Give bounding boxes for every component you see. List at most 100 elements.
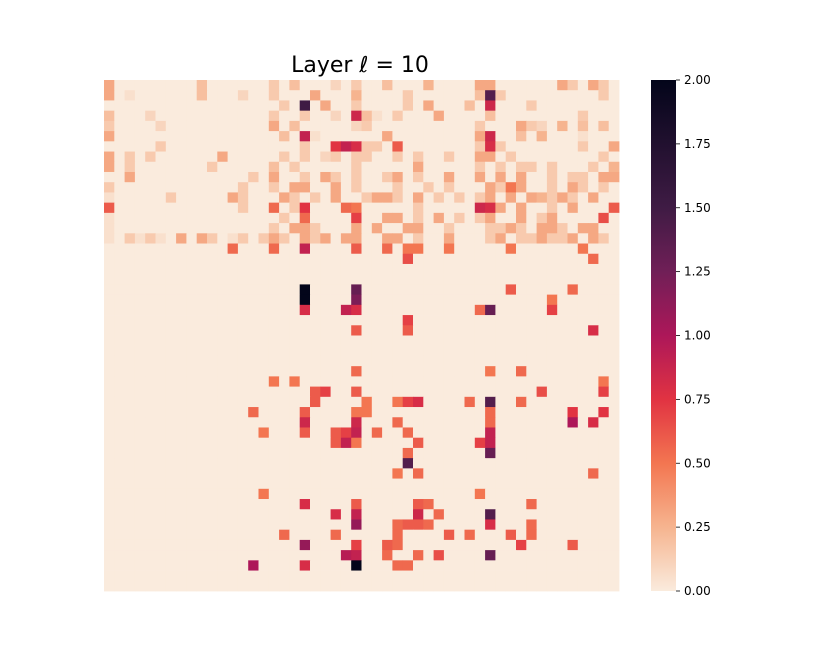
heatmap-cell xyxy=(505,447,517,459)
heatmap-cell xyxy=(289,110,301,122)
heatmap-cell xyxy=(145,386,156,398)
heatmap-cell xyxy=(104,335,115,347)
heatmap-cell xyxy=(516,550,527,561)
heatmap-cell xyxy=(495,151,507,163)
heatmap-cell xyxy=(485,171,496,183)
heatmap-cell xyxy=(392,478,404,490)
heatmap-cell xyxy=(145,407,156,418)
heatmap-cell xyxy=(536,212,548,224)
heatmap-cell xyxy=(237,417,249,428)
heatmap-cell xyxy=(577,263,589,275)
heatmap-cell xyxy=(258,458,270,469)
heatmap-cell xyxy=(546,509,558,520)
heatmap-cell xyxy=(227,90,239,101)
heatmap-cell xyxy=(248,233,259,244)
heatmap-cell xyxy=(330,315,342,326)
heatmap-cell xyxy=(443,315,455,326)
heatmap-cell xyxy=(516,294,527,306)
heatmap-cell xyxy=(340,171,352,183)
heatmap-cell xyxy=(227,488,239,500)
heatmap-cell xyxy=(268,161,280,173)
heatmap-cell xyxy=(382,427,393,439)
heatmap-cell xyxy=(567,355,579,367)
heatmap-cell xyxy=(268,499,280,510)
heatmap-cell xyxy=(299,427,311,439)
heatmap-cell xyxy=(454,550,465,561)
heatmap-cell xyxy=(165,233,177,244)
heatmap-cell xyxy=(588,171,599,183)
heatmap-cell xyxy=(402,386,414,398)
heatmap-cell xyxy=(340,499,352,510)
heatmap-cell xyxy=(268,427,280,439)
heatmap-cell xyxy=(382,223,393,234)
heatmap-cell xyxy=(454,366,465,377)
heatmap-cell xyxy=(577,131,589,142)
heatmap-cell xyxy=(382,212,393,224)
heatmap-cell xyxy=(526,499,537,510)
heatmap-cell xyxy=(423,161,434,173)
heatmap-cell xyxy=(310,355,321,367)
heatmap-cell xyxy=(155,325,167,336)
heatmap-cell xyxy=(248,315,259,326)
heatmap-cell xyxy=(351,355,362,367)
heatmap-cell xyxy=(310,396,321,408)
heatmap-cell xyxy=(361,468,373,479)
heatmap-cell xyxy=(145,182,156,193)
heatmap-cell xyxy=(134,580,146,592)
heatmap-cell xyxy=(546,560,558,571)
heatmap-cell xyxy=(217,304,228,316)
heatmap-cell xyxy=(207,90,218,101)
heatmap-cell xyxy=(104,437,115,449)
heatmap-cell xyxy=(258,223,270,234)
heatmap-cell xyxy=(104,161,115,173)
heatmap-cell xyxy=(207,315,218,326)
heatmap-cell xyxy=(598,580,610,592)
heatmap-cell xyxy=(186,274,198,285)
heatmap-cell xyxy=(299,315,311,326)
heatmap-cell xyxy=(588,253,599,265)
heatmap-cell xyxy=(443,80,455,91)
heatmap-cell xyxy=(330,570,342,582)
heatmap-cell xyxy=(361,131,373,142)
heatmap-cell xyxy=(392,192,404,204)
heatmap-cell xyxy=(567,335,579,347)
heatmap-cell xyxy=(495,141,507,152)
heatmap-cell xyxy=(423,202,434,214)
heatmap-cell xyxy=(196,550,208,561)
heatmap-cell xyxy=(186,284,198,296)
heatmap-cell xyxy=(196,304,208,316)
heatmap-cell xyxy=(443,539,455,551)
heatmap-cell xyxy=(567,478,579,490)
heatmap-cell xyxy=(237,437,249,449)
heatmap-cell xyxy=(340,427,352,439)
heatmap-cell xyxy=(474,335,486,347)
heatmap-cell xyxy=(536,274,548,285)
heatmap-cell xyxy=(536,141,548,152)
heatmap-cell xyxy=(104,274,115,285)
heatmap-cell xyxy=(577,437,589,449)
heatmap-cell xyxy=(289,141,301,152)
heatmap-cell xyxy=(433,243,445,255)
heatmap-cell xyxy=(371,539,383,551)
heatmap-cell xyxy=(196,529,208,541)
heatmap-cell xyxy=(536,376,548,387)
heatmap-cell xyxy=(104,345,115,357)
heatmap-cell xyxy=(423,550,434,561)
heatmap-cell xyxy=(217,478,228,490)
heatmap-cell xyxy=(495,304,507,316)
heatmap-cell xyxy=(186,570,198,582)
heatmap-cell xyxy=(443,529,455,541)
heatmap-cell xyxy=(176,274,187,285)
heatmap-cell xyxy=(454,233,465,244)
heatmap-cell xyxy=(310,529,321,541)
heatmap-cell xyxy=(382,488,393,500)
heatmap-cell xyxy=(413,417,424,428)
heatmap-cell xyxy=(155,447,167,459)
heatmap-cell xyxy=(546,294,558,306)
heatmap-cell xyxy=(320,80,331,91)
heatmap-cell xyxy=(423,131,434,142)
heatmap-cell xyxy=(299,386,311,398)
heatmap-cell xyxy=(423,80,434,91)
heatmap-cell xyxy=(124,284,136,296)
heatmap-cell xyxy=(186,141,198,152)
